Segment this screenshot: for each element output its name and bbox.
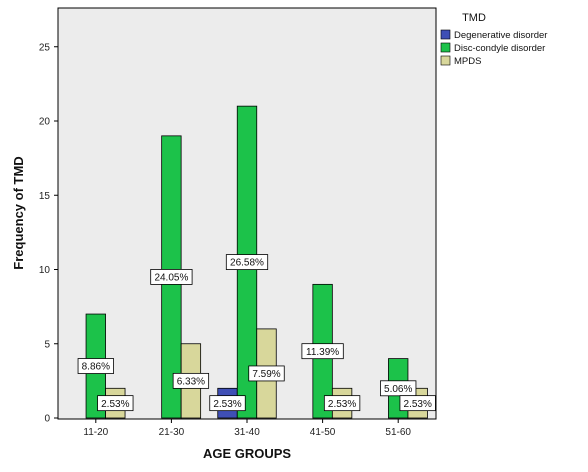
legend-label: Degenerative disorder — [454, 30, 547, 41]
x-tick-label: 11-20 — [83, 427, 108, 438]
x-axis: 11-20 21-30 31-40 41-50 51-60 — [83, 419, 411, 438]
data-labels: 2.53% 8.86% 24.05% 26.58% 11.39% 5.06% 2.53% 6.… — [77, 254, 436, 412]
data-label: 2.53% — [399, 395, 436, 412]
data-label-text: 11.39% — [306, 347, 339, 358]
data-label: 11.39% — [301, 343, 344, 360]
x-tick-label: 21-30 — [159, 427, 185, 438]
data-label-text: 2.53% — [404, 399, 432, 410]
x-tick-label: 51-60 — [385, 427, 411, 438]
y-tick-label: 20 — [39, 117, 51, 128]
legend-label: MPDS — [454, 56, 481, 67]
data-label: 5.06% — [380, 380, 417, 397]
y-axis-title: Frequency of TMD — [11, 156, 26, 269]
data-label-box — [225, 254, 269, 270]
y-tick-label: 5 — [44, 339, 50, 350]
data-label-box — [172, 372, 210, 389]
data-label-text: 6.33% — [177, 376, 205, 387]
data-label-text: 2.53% — [101, 399, 129, 410]
data-label: 2.53% — [209, 395, 246, 412]
data-label-box — [380, 380, 417, 397]
data-label-box — [248, 365, 285, 382]
data-label-box — [399, 395, 436, 412]
data-label-text: 24.05% — [154, 273, 188, 284]
legend-title: TMD — [462, 12, 486, 24]
x-tick-label: 41-50 — [310, 427, 336, 438]
data-label-text: 2.53% — [328, 399, 356, 410]
legend-swatch — [440, 55, 451, 66]
data-label-text: 26.58% — [230, 258, 264, 269]
data-label: 7.59% — [248, 365, 285, 382]
y-axis: 0 5 10 15 20 25 — [39, 42, 58, 425]
legend-swatch — [440, 42, 451, 53]
data-label: 2.53% — [323, 395, 361, 412]
data-label-box — [209, 395, 246, 412]
data-label-box — [97, 395, 134, 412]
data-label-text: 5.06% — [384, 384, 412, 395]
legend: TMD Degenerative disorder Disc-condyle di… — [440, 12, 547, 67]
y-tick-label: 0 — [44, 414, 50, 425]
data-label-box — [323, 395, 361, 412]
data-label-box — [301, 343, 344, 360]
data-label: 2.53% — [97, 395, 134, 412]
data-label-text: 7.59% — [252, 369, 280, 380]
legend-swatch — [440, 29, 451, 40]
data-label: 6.33% — [172, 372, 210, 389]
data-label-text: 2.53% — [213, 399, 241, 410]
legend-label: Disc-condyle disorder — [454, 43, 545, 54]
data-label-box — [77, 358, 114, 374]
x-axis-title: AGE GROUPS — [203, 446, 291, 461]
y-tick-label: 10 — [39, 265, 51, 276]
data-label: 26.58% — [225, 254, 269, 270]
y-tick-label: 25 — [39, 42, 51, 53]
data-label-text: 8.86% — [82, 362, 110, 373]
data-label: 8.86% — [77, 358, 114, 374]
data-label: 24.05% — [150, 269, 193, 285]
y-tick-label: 15 — [39, 191, 51, 202]
data-label-box — [150, 269, 193, 285]
x-tick-label: 31-40 — [234, 427, 260, 438]
